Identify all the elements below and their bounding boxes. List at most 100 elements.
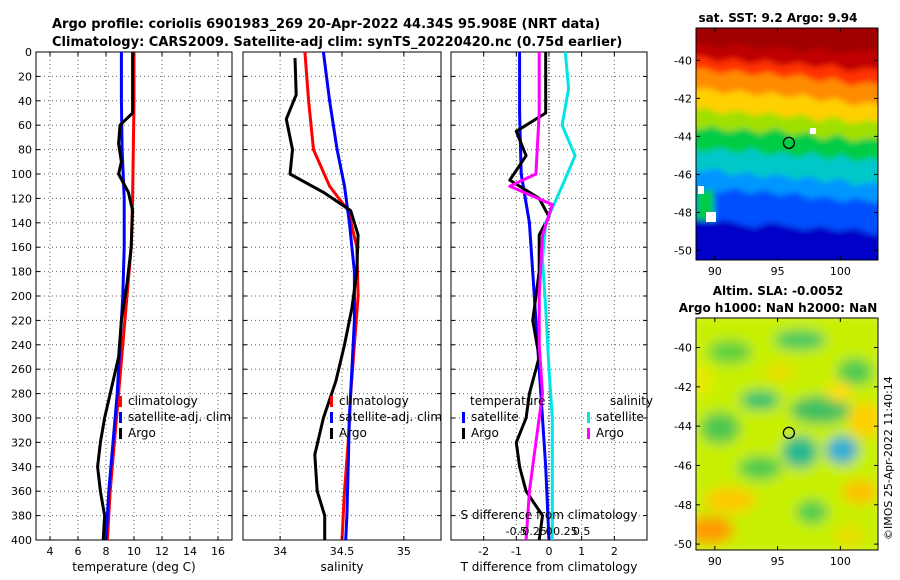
map-x-tick-label: 100 xyxy=(830,265,851,278)
sst-field xyxy=(696,28,878,260)
legend-argo-label: Argo xyxy=(128,426,156,440)
map-x-tick-label: 95 xyxy=(771,555,785,568)
y-tick-label: 140 xyxy=(11,217,32,230)
temperature-ticks: 0 20 40 60 80 100 120 140 160 180 200 220 240 260 280 3… xyxy=(11,46,232,558)
y-tick-label: 340 xyxy=(11,461,32,474)
difference-grid xyxy=(451,52,647,540)
difference-top-ticks: -0.5-0.250 0.250.5 xyxy=(506,525,591,538)
sla-map-subtitle: Argo h1000: NaN h2000: NaN xyxy=(679,301,878,315)
legend-satellite-swatch xyxy=(330,412,333,423)
temperature-grid xyxy=(36,52,232,540)
sst-map-ticks: 90 95 100 -40 -42 -44 -46 -48 -50 xyxy=(674,28,878,278)
x-tick-label: 6 xyxy=(75,545,82,558)
legend-climatology-swatch xyxy=(330,396,333,407)
top-x-tick-label: 0 xyxy=(546,525,553,538)
salinity-ticks: 34 34.5 35 xyxy=(243,51,441,558)
map-y-tick-label: -44 xyxy=(674,130,692,143)
map-x-tick-label: 100 xyxy=(830,555,851,568)
y-tick-label: 220 xyxy=(11,314,32,327)
sla-map-frame xyxy=(695,317,879,551)
map-y-tick-label: -46 xyxy=(674,459,692,472)
map-x-tick-label: 90 xyxy=(708,555,722,568)
x-tick-label: -1 xyxy=(511,545,522,558)
sst-cloud-patch xyxy=(810,128,816,134)
legend-temp-satellite-swatch xyxy=(462,412,465,423)
y-tick-label: 200 xyxy=(11,290,32,303)
difference-ticks: -2 -1 0 1 2 xyxy=(451,51,647,558)
legend-temperature-title: temperature xyxy=(470,394,545,408)
argo-location-marker xyxy=(782,426,796,439)
x-tick-label: 8 xyxy=(103,545,110,558)
y-tick-label: 20 xyxy=(18,70,32,83)
y-tick-label: 300 xyxy=(11,412,32,425)
legend-salinity-title: salinity xyxy=(610,394,653,408)
y-tick-label: 60 xyxy=(18,119,32,132)
sst-land-patch xyxy=(698,186,704,194)
sst-map-frame xyxy=(695,27,879,261)
top-x-tick-label: -0.25 xyxy=(518,525,546,538)
x-tick-label: 34 xyxy=(273,545,287,558)
x-tick-label: 1 xyxy=(578,545,585,558)
legend-climatology-swatch xyxy=(119,396,122,407)
top-x-tick-label: 0.25 xyxy=(553,525,578,538)
y-tick-label: 120 xyxy=(11,192,32,205)
map-y-tick-label: -50 xyxy=(674,538,692,551)
temperature-lines xyxy=(96,52,136,541)
sst-land-patch xyxy=(706,212,716,222)
difference-legend: temperature satellite Argo salinity sate… xyxy=(462,394,653,440)
x-tick-label: 16 xyxy=(211,545,225,558)
legend-sal-argo-label: Argo xyxy=(596,426,624,440)
y-tick-label: 400 xyxy=(11,534,32,547)
series-line-temperature-argo xyxy=(508,52,551,541)
x-tick-label: 14 xyxy=(183,545,197,558)
legend-argo-swatch xyxy=(119,428,122,439)
map-x-tick-label: 95 xyxy=(771,265,785,278)
salinity-legend: climatology satellite-adj. clim Argo xyxy=(330,394,442,440)
y-tick-label: 0 xyxy=(25,46,32,59)
x-tick-label: 2 xyxy=(611,545,618,558)
top-axis-label: S difference from climatology xyxy=(461,508,638,522)
x-tick-label: 0 xyxy=(546,545,553,558)
legend-climatology-label: climatology xyxy=(128,394,198,408)
map-x-tick-label: 90 xyxy=(708,265,722,278)
map-y-tick-label: -46 xyxy=(674,168,692,181)
temperature-profile-panel: 0 20 40 60 80 100 120 140 160 180 200 220 240 260 280 3… xyxy=(11,46,233,574)
sst-map-panel: sat. SST: 9.2 Argo: 9.94 90 95 100 -40 -42 xyxy=(674,11,879,278)
legend-temp-argo-label: Argo xyxy=(471,426,499,440)
credit-text: ©IMOS 25-Apr-2022 11:40:14 xyxy=(882,376,895,540)
y-tick-label: 380 xyxy=(11,510,32,523)
series-line-argo xyxy=(96,52,135,541)
x-tick-label: 10 xyxy=(127,545,141,558)
salinity-xlabel: salinity xyxy=(320,560,363,574)
legend-sal-argo-swatch xyxy=(587,428,590,439)
legend-temp-satellite-label: satellite xyxy=(471,410,519,424)
legend-sal-satellite-label: satellite xyxy=(596,410,644,424)
map-y-tick-label: -44 xyxy=(674,420,692,433)
x-tick-label: 4 xyxy=(47,545,54,558)
y-tick-label: 180 xyxy=(11,266,32,279)
legend-satellite-label: satellite-adj. clim xyxy=(128,410,231,424)
argo-location-marker xyxy=(782,136,796,150)
x-tick-label: 34.5 xyxy=(330,545,355,558)
legend-argo-label: Argo xyxy=(339,426,367,440)
y-tick-label: 40 xyxy=(18,95,32,108)
y-tick-label: 260 xyxy=(11,363,32,376)
sst-map-title: sat. SST: 9.2 Argo: 9.94 xyxy=(698,11,857,25)
y-tick-label: 280 xyxy=(11,388,32,401)
legend-sal-satellite-swatch xyxy=(587,412,590,423)
legend-climatology-label: climatology xyxy=(339,394,409,408)
map-y-tick-label: -48 xyxy=(674,499,692,512)
sla-map-ticks: 90 95 100 -40 -42 -44 -46 -48 -50 xyxy=(674,318,878,568)
map-y-tick-label: -48 xyxy=(674,206,692,219)
temperature-xlabel: temperature (deg C) xyxy=(72,560,195,574)
y-tick-label: 100 xyxy=(11,168,32,181)
map-y-tick-label: -40 xyxy=(674,54,692,67)
legend-temp-argo-swatch xyxy=(462,428,465,439)
y-tick-label: 320 xyxy=(11,436,32,449)
salinity-profile-panel: 34 34.5 35 salinity climatology satellite-… xyxy=(242,51,442,574)
temperature-legend: climatology satellite-adj. clim Argo xyxy=(119,394,231,440)
x-tick-label: 35 xyxy=(397,545,411,558)
legend-satellite-label: satellite-adj. clim xyxy=(339,410,442,424)
legend-satellite-swatch xyxy=(119,412,122,423)
